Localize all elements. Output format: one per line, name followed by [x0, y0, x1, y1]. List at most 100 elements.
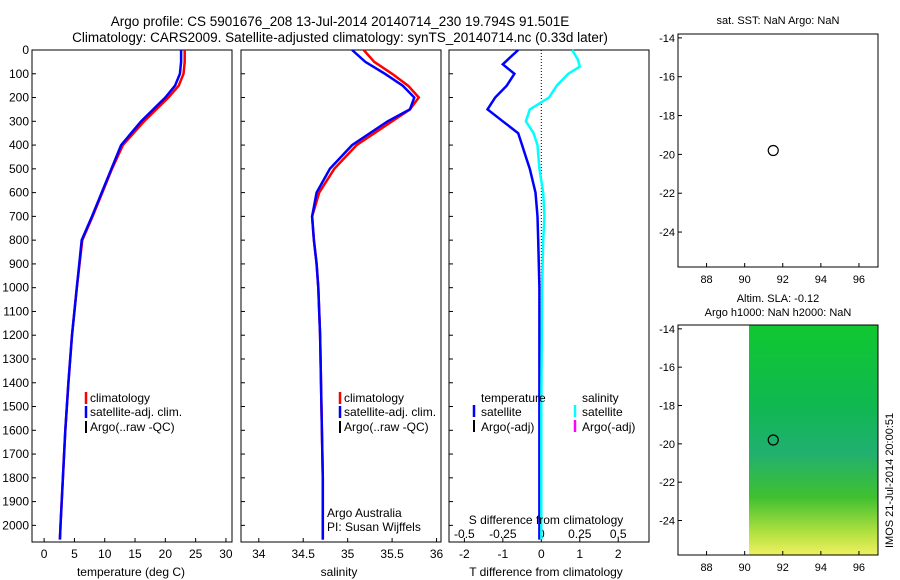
- x-tick-label: 94: [815, 562, 827, 574]
- legend-climatology-label: climatology: [90, 391, 150, 405]
- legend-argo-label: Argo(..raw -QC): [90, 420, 175, 434]
- depth-tick-label: 1800: [2, 471, 29, 485]
- sla-map-axes: [677, 324, 879, 556]
- depth-tick-label: 900: [9, 257, 29, 271]
- temperature-axes: [31, 49, 233, 543]
- legend-sal-argo-label: Argo(-adj): [582, 420, 635, 434]
- difference-axes: [448, 49, 650, 543]
- y-tick-label: -16: [659, 72, 675, 84]
- legend-satellite-label: satellite-adj. clim.: [90, 405, 182, 419]
- legend-salinity-heading: salinity: [582, 391, 619, 405]
- x-tick-label: 0: [538, 547, 545, 561]
- depth-tick-label: 1300: [2, 352, 29, 366]
- y-tick-label: -22: [659, 477, 675, 489]
- x-tick-label: 96: [853, 274, 865, 286]
- profile-location-marker: [767, 434, 779, 446]
- y-tick-label: -18: [659, 111, 675, 123]
- s-diff-xlabel: S difference from climatology: [469, 513, 624, 527]
- s-tick-label: -0.25: [489, 527, 517, 541]
- sla-map-title1: Altim. SLA: -0.12: [737, 293, 820, 305]
- legend-temp-argo-label: Argo(-adj): [481, 420, 534, 434]
- depth-tick-label: 1900: [2, 495, 29, 509]
- sla-heatmap-field: [749, 325, 878, 555]
- imos-timestamp: IMOS 21-Jul-2014 20:00:51: [884, 413, 896, 548]
- x-tick-label: 30: [219, 547, 233, 561]
- temperature-legend: climatology satellite-adj. clim. Argo(..…: [84, 391, 182, 434]
- t-diff-xlabel: T difference from climatology: [469, 565, 623, 579]
- legend-temperature-heading: temperature: [481, 391, 546, 405]
- legend-climatology-label: climatology: [344, 391, 404, 405]
- legend-satellite-label: satellite-adj. clim.: [344, 405, 436, 419]
- difference-legend: temperature satellite Argo(-adj) salinit…: [472, 391, 635, 434]
- s-tick-label: 0.5: [610, 527, 627, 541]
- depth-tick-label: 300: [9, 114, 29, 128]
- depth-tick-label: 400: [9, 138, 29, 152]
- depth-tick-label: 700: [9, 209, 29, 223]
- salinity-legend: climatology satellite-adj. clim. Argo(..…: [338, 391, 436, 434]
- x-tick-label: 10: [98, 547, 112, 561]
- x-tick-label: 36: [430, 547, 444, 561]
- temperature-plot: 0 5 10 15 20 25 30: [41, 50, 233, 561]
- x-tick-label: 88: [700, 562, 712, 574]
- series-line: [310, 49, 416, 540]
- sst-map-plot: 88 90 92 94 96 -14 -16 -18 -20 -22 -24: [659, 33, 865, 286]
- depth-tick-label: 500: [9, 162, 29, 176]
- depth-tick-label: 1200: [2, 328, 29, 342]
- x-tick-label: -1: [498, 547, 509, 561]
- y-tick-label: -14: [659, 324, 675, 336]
- salinity-xlabel: salinity: [321, 565, 358, 579]
- profile-location-marker: [767, 144, 779, 157]
- salinity-axes: [240, 49, 442, 543]
- series-line: [58, 50, 186, 540]
- x-tick-label: 92: [777, 562, 789, 574]
- depth-tick-label: 1400: [2, 376, 29, 390]
- x-tick-label: 96: [853, 562, 865, 574]
- depth-tick-label: 100: [9, 67, 29, 81]
- y-tick-label: -20: [659, 439, 675, 451]
- x-tick-label: 0: [41, 547, 48, 561]
- y-tick-label: -24: [659, 516, 675, 528]
- sst-map-axes: [677, 33, 879, 268]
- x-tick-label: 34: [252, 547, 266, 561]
- series-line: [485, 49, 541, 540]
- s-tick-label: -0.5: [454, 527, 475, 541]
- sst-map-title: sat. SST: NaN Argo: NaN: [717, 15, 840, 27]
- x-tick-label: -2: [459, 547, 470, 561]
- salinity-plot: 34 34.5 35 35.5 36: [252, 49, 444, 561]
- depth-tick-label: 1000: [2, 281, 29, 295]
- y-tick-label: -16: [659, 362, 675, 374]
- difference-plot: -2 -1 0 1 2-0.5 -0.25 0 0.25 0.5: [454, 49, 627, 561]
- series-line: [310, 49, 421, 540]
- header-line1: Argo profile: CS 5901676_208 13-Jul-2014…: [111, 14, 570, 29]
- depth-tick-label: 600: [9, 186, 29, 200]
- x-tick-label: 35: [341, 547, 355, 561]
- depth-tick-label: 800: [9, 233, 29, 247]
- x-tick-label: 34.5: [292, 547, 316, 561]
- y-tick-label: -24: [659, 227, 675, 239]
- pi-annotation: PI: Susan Wijffels: [327, 520, 421, 534]
- y-tick-label: -20: [659, 149, 675, 161]
- legend-argo-label: Argo(..raw -QC): [344, 420, 429, 434]
- sla-map-plot: 88 90 92 94 96 -14 -16 -18 -20 -22 -24: [659, 324, 865, 574]
- depth-tick-label: 2000: [2, 518, 29, 532]
- legend-sal-satellite-label: satellite: [582, 405, 623, 419]
- legend-temp-satellite-label: satellite: [481, 405, 522, 419]
- depth-tick-label: 1600: [2, 423, 29, 437]
- x-tick-label: 92: [777, 274, 789, 286]
- depth-tick-label: 1500: [2, 400, 29, 414]
- x-tick-label: 90: [739, 562, 751, 574]
- depth-tick-label: 200: [9, 91, 29, 105]
- y-tick-label: -22: [659, 188, 675, 200]
- header-line2: Climatology: CARS2009. Satellite-adjuste…: [72, 30, 608, 45]
- sla-map-title2: Argo h1000: NaN h2000: NaN: [705, 307, 852, 319]
- depth-axis: 0 100 200 300 400 500 600 700 800 900 1000 1100 1200…: [2, 43, 453, 532]
- x-tick-label: 20: [159, 547, 173, 561]
- depth-tick-label: 0: [22, 43, 29, 57]
- x-tick-label: 25: [189, 547, 203, 561]
- x-tick-label: 88: [700, 274, 712, 286]
- series-line: [524, 49, 582, 540]
- x-tick-label: 2: [615, 547, 622, 561]
- x-tick-label: 5: [71, 547, 78, 561]
- depth-tick-label: 1700: [2, 447, 29, 461]
